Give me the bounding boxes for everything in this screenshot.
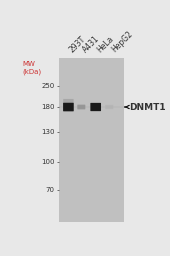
Text: MW
(kDa): MW (kDa) xyxy=(23,61,42,75)
FancyBboxPatch shape xyxy=(63,103,74,111)
Text: HepG2: HepG2 xyxy=(109,30,134,54)
Text: 250: 250 xyxy=(42,83,55,89)
Text: 70: 70 xyxy=(46,187,55,193)
FancyBboxPatch shape xyxy=(63,99,74,102)
FancyBboxPatch shape xyxy=(77,105,85,109)
Text: 293T: 293T xyxy=(68,35,88,54)
Text: HeLa: HeLa xyxy=(96,34,116,54)
FancyBboxPatch shape xyxy=(90,103,101,111)
Text: A431: A431 xyxy=(81,34,101,54)
Text: DNMT1: DNMT1 xyxy=(129,102,165,112)
FancyBboxPatch shape xyxy=(105,105,113,109)
Text: 130: 130 xyxy=(41,129,55,135)
Text: 100: 100 xyxy=(41,159,55,165)
Bar xyxy=(59,58,124,222)
Text: 180: 180 xyxy=(41,104,55,110)
